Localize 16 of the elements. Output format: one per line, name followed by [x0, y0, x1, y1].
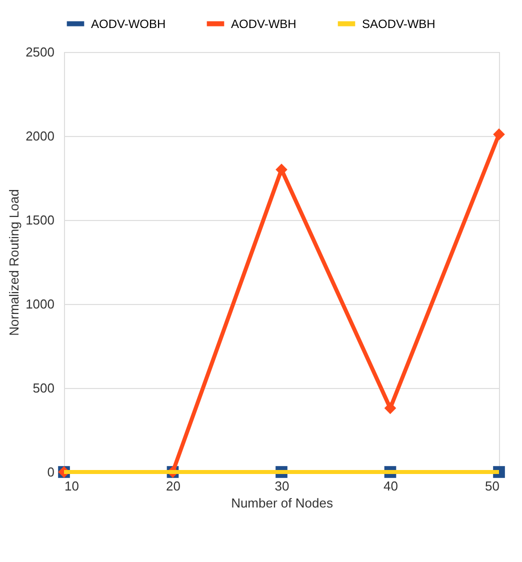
x-tick-label: 40	[384, 478, 398, 494]
y-tick-label: 0	[47, 464, 54, 480]
legend-label: AODV-WBH	[231, 16, 296, 31]
x-axis-title: Number of Nodes	[231, 496, 334, 510]
x-tick-label: 20	[166, 478, 180, 494]
x-tick-label: 50	[485, 478, 500, 494]
y-tick-label: 1000	[26, 296, 54, 312]
y-tick-label: 2500	[26, 44, 54, 60]
y-tick-label: 2000	[26, 128, 54, 144]
x-tick-label: 30	[274, 478, 290, 494]
x-tick-label: 10	[64, 478, 79, 494]
y-tick-label: 500	[32, 380, 54, 396]
legend-label: AODV-WOBH	[91, 16, 166, 31]
y-tick-label: 1500	[26, 212, 54, 228]
legend-label: SAODV-WBH	[362, 16, 436, 31]
y-axis-title: Normalized Routing Load	[6, 189, 22, 336]
